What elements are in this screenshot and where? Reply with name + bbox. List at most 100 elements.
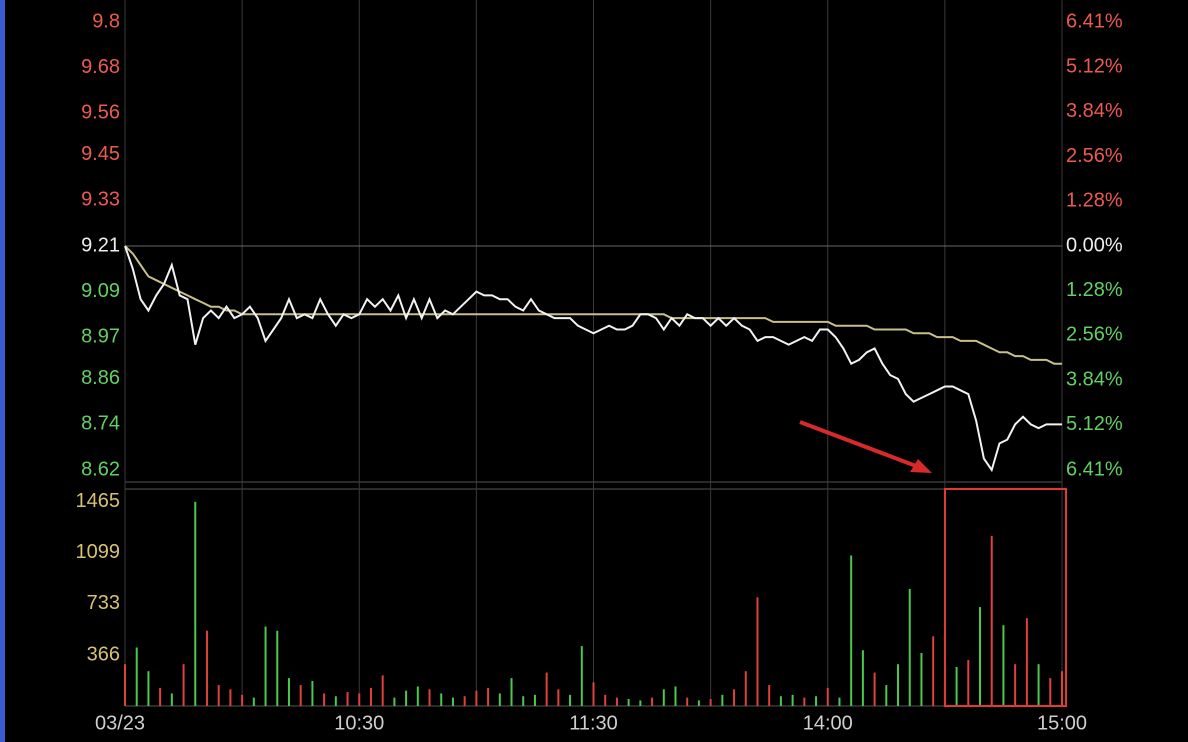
- volume-bar: [252, 697, 255, 706]
- y-tick-label: 733: [87, 592, 120, 614]
- volume-bar: [850, 555, 853, 706]
- volume-bar: [241, 694, 244, 706]
- volume-bar: [826, 687, 829, 706]
- volume-bar: [405, 690, 408, 706]
- volume-bar: [627, 699, 630, 706]
- y2-tick-label: 3.84%: [1066, 100, 1123, 122]
- volume-bar: [124, 664, 126, 706]
- x-tick-label: 14:00: [803, 712, 853, 734]
- volume-bar: [1014, 664, 1017, 706]
- volume-bar: [885, 685, 888, 706]
- volume-bar: [1049, 678, 1052, 706]
- volume-bar: [955, 666, 958, 706]
- volume-bar: [651, 697, 654, 706]
- volume-bar: [463, 696, 466, 706]
- annotation-arrowhead: [910, 459, 932, 473]
- volume-bar: [674, 686, 677, 706]
- volume-bar: [428, 689, 431, 706]
- volume-bar: [557, 689, 560, 706]
- volume-bar: [990, 535, 993, 706]
- volume-bar: [487, 687, 490, 706]
- x-tick-label: 03/23: [95, 712, 145, 734]
- volume-bar: [276, 630, 279, 706]
- volume-bar: [323, 693, 326, 706]
- volume-bar: [1025, 618, 1028, 706]
- volume-bar: [1002, 625, 1005, 706]
- volume-bar: [932, 636, 935, 706]
- volume-bar: [1061, 671, 1063, 706]
- volume-bar: [733, 689, 736, 706]
- price-line: [124, 245, 1062, 473]
- volume-bar: [416, 686, 419, 706]
- volume-bar: [510, 678, 513, 706]
- y-tick-label: 9.21: [81, 234, 120, 256]
- volume-bar: [580, 646, 583, 706]
- volume-bar: [920, 653, 923, 706]
- x-tick-label: 11:30: [569, 712, 618, 734]
- y-tick-label: 9.45: [81, 143, 120, 165]
- volume-bar: [369, 687, 372, 706]
- y-tick-label: 8.62: [81, 458, 120, 480]
- y-tick-label: 1465: [76, 490, 121, 512]
- y-tick-label: 8.86: [81, 367, 120, 389]
- volume-bar: [159, 687, 162, 706]
- volume-bar: [779, 696, 782, 706]
- volume-bar: [170, 693, 173, 706]
- volume-bar: [346, 692, 349, 706]
- volume-bar: [861, 650, 864, 706]
- x-tick-label: 15:00: [1037, 712, 1087, 734]
- volume-bar: [592, 682, 595, 706]
- y-tick-label: 9.33: [81, 189, 120, 211]
- volume-bar: [264, 626, 267, 706]
- highlight-box: [944, 488, 1067, 707]
- y-tick-label: 9.68: [81, 56, 120, 78]
- volume-bar: [686, 697, 689, 706]
- volume-bar: [393, 697, 396, 706]
- volume-bar: [498, 693, 501, 706]
- volume-bar: [311, 680, 314, 706]
- volume-bar: [1037, 664, 1040, 706]
- volume-bar: [182, 664, 185, 706]
- y2-tick-label: 2.56%: [1066, 324, 1123, 346]
- volume-bar: [697, 700, 700, 706]
- volume-bar: [194, 501, 197, 706]
- y2-tick-label: 6.41%: [1066, 10, 1123, 32]
- volume-bar: [662, 689, 665, 706]
- volume-bar: [604, 694, 607, 706]
- volume-bar: [744, 671, 747, 706]
- volume-bar: [299, 685, 302, 706]
- annotation-arrow: [799, 420, 917, 468]
- y2-tick-label: 1.28%: [1066, 279, 1123, 301]
- volume-bar: [522, 696, 525, 706]
- volume-bar: [135, 647, 138, 706]
- price-line: [124, 245, 1062, 365]
- y2-tick-label: 5.12%: [1066, 55, 1123, 77]
- volume-bar: [709, 699, 712, 706]
- y-tick-label: 8.74: [81, 413, 120, 435]
- volume-bar: [791, 694, 794, 706]
- plot: 03/23 10:30 11:30 14:00 15:00 9.8 9.68 9.56 9.45…: [76, 0, 1123, 734]
- y-tick-label: 1099: [76, 541, 121, 563]
- volume-bar: [381, 675, 384, 706]
- volume-bar: [217, 685, 220, 706]
- y-tick-label: 9.56: [81, 101, 120, 123]
- window-edge: [0, 0, 5, 742]
- volume-bar: [768, 685, 771, 706]
- y2-tick-label: 5.12%: [1066, 413, 1123, 435]
- y2-tick-label: 1.28%: [1066, 190, 1123, 212]
- volume-bar: [569, 694, 572, 706]
- volume-bar: [803, 697, 806, 706]
- y-tick-label: 8.97: [81, 325, 120, 347]
- volume-bar: [721, 694, 724, 706]
- volume-bar: [533, 694, 536, 706]
- volume-bar: [147, 671, 150, 706]
- volume-bar: [545, 672, 548, 706]
- volume-bar: [334, 696, 337, 706]
- volume-bar: [287, 678, 290, 706]
- y2-tick-label: 2.56%: [1066, 145, 1123, 167]
- volume-bar: [475, 690, 478, 706]
- volume-bar: [967, 660, 970, 706]
- y-tick-label: 9.09: [81, 280, 120, 302]
